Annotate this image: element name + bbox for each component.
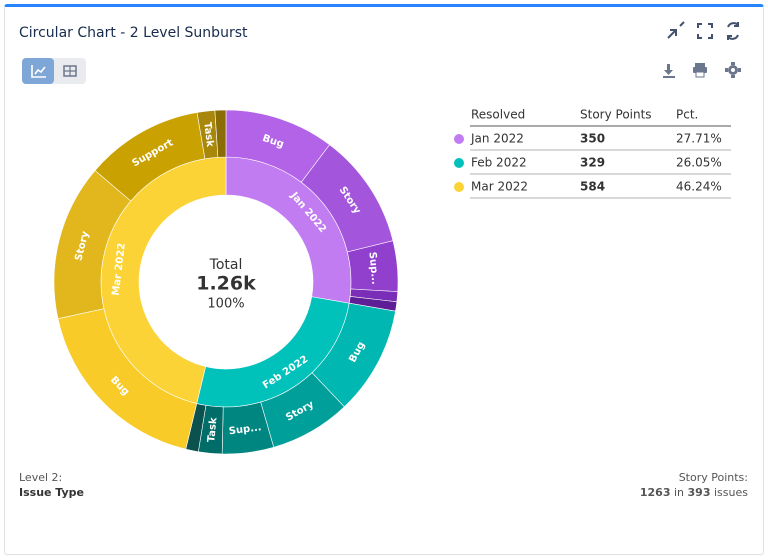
- legend-pct: 26.05%: [676, 156, 722, 170]
- center-total: 1.26k: [196, 273, 256, 295]
- chart-title: Circular Chart - 2 Level Sunburst: [19, 25, 248, 41]
- legend-swatch: [454, 158, 464, 168]
- legend-name: Feb 2022: [471, 156, 527, 170]
- footer-text: Story Points:: [679, 471, 748, 484]
- slice-label: Sup...: [228, 422, 262, 437]
- outer-slice: [214, 109, 227, 158]
- footer-text: Level 2:: [19, 471, 62, 484]
- legend-pct: 46.24%: [676, 180, 722, 194]
- legend-name: Jan 2022: [470, 132, 524, 146]
- legend-header: Pct.: [676, 108, 698, 122]
- center-label: Total: [209, 257, 243, 273]
- slice-label: Task: [206, 417, 219, 443]
- footer-text: 1263 in 393 issues: [640, 486, 748, 499]
- slice-label: Task: [201, 122, 215, 148]
- legend-value: 329: [580, 156, 605, 170]
- footer-text: in: [674, 486, 684, 499]
- view-toggle[interactable]: [22, 58, 86, 84]
- legend-header: Resolved: [471, 108, 525, 122]
- legend-swatch: [454, 134, 464, 144]
- footer-text: issues: [714, 486, 748, 499]
- legend-pct: 27.71%: [676, 132, 722, 146]
- center-pct: 100%: [207, 297, 244, 312]
- legend-value: 584: [580, 180, 605, 194]
- legend-name: Mar 2022: [471, 180, 528, 194]
- legend-value: 350: [580, 132, 605, 146]
- footer-issues: 393: [688, 486, 711, 499]
- header-icons[interactable]: [667, 21, 739, 40]
- slice-label: Sup...: [366, 251, 380, 285]
- footer-points: 1263: [640, 486, 671, 499]
- footer-text: Issue Type: [19, 486, 84, 499]
- legend-swatch: [454, 182, 464, 192]
- legend-header: Story Points: [580, 108, 652, 122]
- tool-icons[interactable]: [663, 62, 741, 78]
- card: [4, 4, 764, 555]
